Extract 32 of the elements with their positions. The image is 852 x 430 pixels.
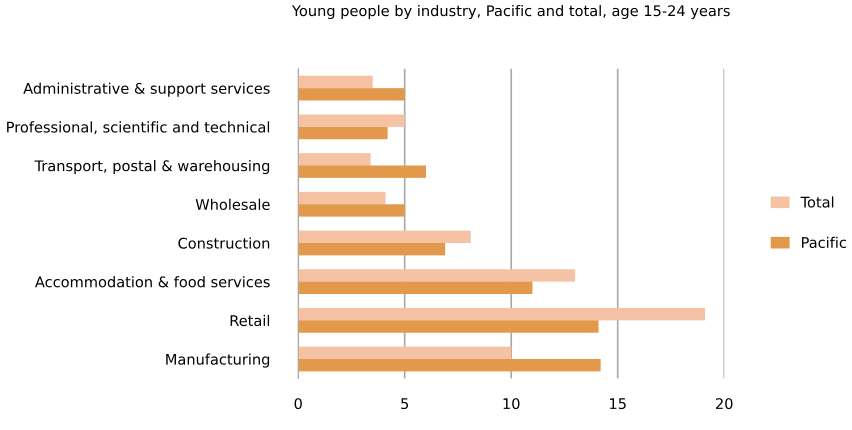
bar [298,192,386,204]
bar [298,269,576,282]
y-tick-label: Construction [178,237,270,249]
x-tick-label: 0 [294,398,302,410]
y-tick-label: Professional, scientific and technical [7,121,270,134]
bar [298,126,388,140]
bar [298,282,532,294]
bar [298,230,471,243]
x-tick-label: 15 [610,398,626,410]
y-tick-label: Manufacturing [166,354,270,368]
x-tick-label: 5 [401,398,408,410]
bar [298,346,512,360]
y-tick-label: Retail [230,314,270,326]
bar [298,320,599,333]
bar [298,242,446,256]
bar [298,153,371,166]
x-tick-label: 20 [716,398,733,410]
x-tick-label: 10 [504,398,520,410]
bar [298,88,405,101]
y-tick-label: Accommodation & food services [35,276,270,288]
y-tick-label: Wholesale [196,198,270,210]
bar [298,308,706,320]
chart-title: Young people by industry, Pacific and total, age 15-24 years [292,4,730,20]
legend-label: Total [800,196,834,208]
bar [298,359,601,372]
y-tick-label: Transport, postal & warehousing [34,160,270,174]
bar [298,166,426,178]
legend-label: Pacific [802,236,846,248]
bar [298,114,405,127]
y-tick-label: Administrative & support services [23,82,270,97]
bar [298,204,405,217]
bar [298,76,373,88]
